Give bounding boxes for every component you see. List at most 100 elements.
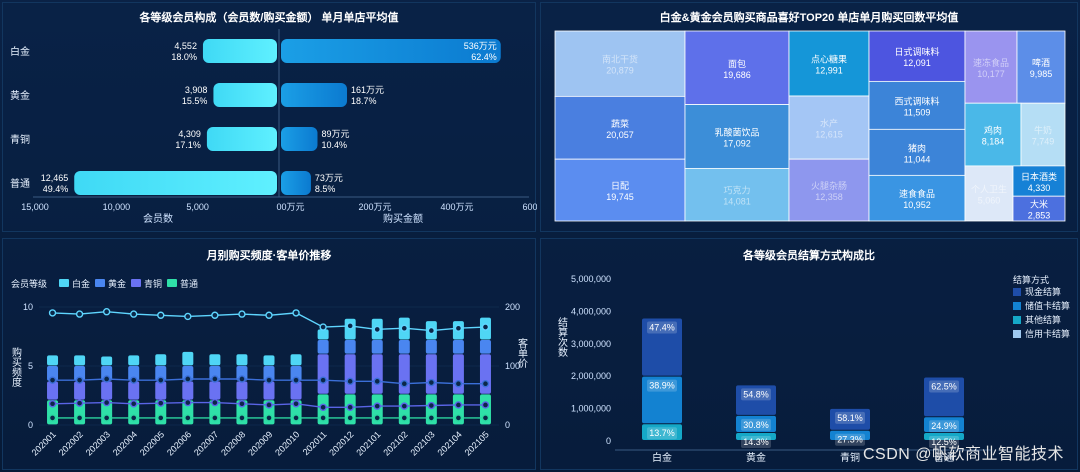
data-label-bg: [929, 420, 959, 433]
treemap-item-name: 啤酒: [1032, 57, 1050, 68]
stacked-bar-chart: 0 1,000,000 2,000,000 3,000,000 4,000,000 5,0…: [556, 274, 1071, 464]
member-count-bar: [206, 127, 277, 151]
price-point: [265, 401, 273, 409]
price-point: [75, 310, 84, 318]
y-tick-label: 0: [28, 420, 33, 430]
treemap-cell: [964, 102, 1022, 167]
price-point: [48, 414, 57, 422]
y-tick-label: 2,000,000: [571, 371, 611, 381]
price-point: [319, 414, 327, 422]
price-point: [265, 414, 273, 422]
category-label: 白金: [10, 45, 30, 58]
treemap-item-name: 乳酸菌饮品: [714, 126, 759, 137]
y-tick-label: 4,000,000: [571, 306, 611, 316]
right-tick-label: 600万元: [522, 202, 537, 212]
treemap-cell: [554, 158, 686, 222]
legend-swatch: [1013, 302, 1021, 310]
stacked-bar-segment: [830, 408, 870, 430]
panel-payment-methods: 各等级会员结算方式构成比 0 1,000,000 2,000,000 3,000,00…: [540, 238, 1078, 470]
stacked-bar-segment: [398, 340, 410, 354]
stacked-bar-segment: [425, 340, 437, 354]
price-point: [48, 400, 57, 408]
price-point: [454, 379, 463, 388]
panel-treemap: 白金&黄金会员购买商品喜好TOP20 单店单月购买回数平均值 南北干货 20,87…: [540, 2, 1078, 232]
right-tick-label: 400万元: [440, 202, 473, 212]
panel-title: 月别购买频度·客单价推移: [206, 250, 332, 262]
right-tick-label: 200万元: [358, 202, 391, 212]
treemap-chart: 南北干货20,879蔬菜20,057日配19,745面包19,686乳酸菌饮品1…: [554, 30, 1066, 222]
stacked-bar-segment: [317, 329, 329, 340]
stacked-bar-segment: [128, 381, 140, 400]
x-tick-label: 202007: [192, 429, 220, 457]
x-tick-label: 202102: [381, 429, 409, 457]
stacked-bar-segment: [924, 377, 964, 417]
treemap-item-value: 19,686: [723, 70, 751, 80]
price-point: [481, 323, 490, 331]
data-label: 58.1%: [837, 413, 863, 423]
treemap-item-name: 日配: [611, 181, 629, 191]
treemap-item-name: 日本酒类: [1021, 171, 1057, 182]
legend-label: 白金: [72, 278, 90, 289]
stacked-bar-segment: [736, 415, 776, 433]
price-point: [75, 414, 84, 422]
data-label: 30.8%: [743, 420, 769, 430]
data-label-bg: [929, 436, 959, 449]
member-count-label: 4,552: [174, 41, 197, 51]
treemap-cell: [964, 165, 1014, 222]
treemap-item-value: 2,853: [1028, 211, 1051, 221]
treemap-item-name: 日式调味料: [894, 46, 939, 57]
member-share-label: 18.0%: [171, 52, 197, 62]
panel-title: 各等级会员结算方式构成比: [743, 250, 875, 262]
price-point: [184, 312, 192, 321]
stacked-bar-segment: [47, 355, 59, 366]
stacked-bar-segment: [642, 318, 682, 376]
price-point: [75, 376, 84, 384]
price-point: [373, 325, 381, 334]
stacked-bar-segment: [101, 381, 113, 400]
price-point: [48, 376, 57, 384]
member-share-label: 15.5%: [182, 96, 208, 106]
legend-title: 结算方式: [1013, 274, 1049, 285]
treemap-cell: [1020, 102, 1066, 167]
purchase-amount-bar: [281, 171, 311, 195]
stacked-bar-segment: [74, 366, 86, 381]
stacked-bar-segment: [209, 381, 221, 400]
treemap-item-value: 10,177: [977, 69, 1005, 79]
price-point: [157, 376, 165, 384]
y-tick-label: 0: [606, 436, 611, 446]
price-point: [373, 377, 381, 386]
treemap-item-name: 速冻食品: [973, 57, 1009, 68]
price-point: [427, 326, 436, 335]
data-label: 12.5%: [931, 437, 957, 447]
purchase-amount-label: 536万元: [464, 41, 497, 51]
data-label-bg: [741, 388, 771, 401]
price-point: [157, 399, 165, 407]
price-point: [211, 398, 219, 407]
data-label-bg: [835, 433, 865, 446]
y2-axis-title: 客单价: [516, 337, 528, 368]
price-point: [346, 322, 354, 330]
treemap-item-name: 蔬菜: [611, 118, 629, 129]
treemap-cell: [1016, 30, 1066, 104]
treemap-item-value: 8,184: [982, 137, 1005, 147]
x-tick-label: 普通: [934, 451, 954, 464]
purchase-amount-label: 89万元: [321, 129, 349, 139]
stacked-bar-segment: [317, 340, 329, 354]
legend-swatch: [1013, 288, 1021, 296]
member-count-bar: [74, 171, 278, 195]
price-point: [102, 414, 111, 422]
treemap-item-value: 12,991: [815, 66, 843, 76]
price-point: [102, 398, 111, 407]
purchase-amount-bar: [281, 83, 348, 107]
price-point: [130, 400, 138, 408]
treemap-item-name: 巧克力: [723, 185, 750, 196]
x-tick-label: 202103: [408, 429, 436, 457]
purchase-amount-label: 73万元: [315, 173, 343, 183]
price-point: [238, 400, 246, 408]
price-point: [454, 324, 463, 332]
x-tick-label: 202105: [463, 429, 491, 457]
data-label: 62.5%: [931, 382, 957, 392]
treemap-item-value: 11,044: [904, 154, 931, 164]
price-point: [238, 414, 246, 422]
